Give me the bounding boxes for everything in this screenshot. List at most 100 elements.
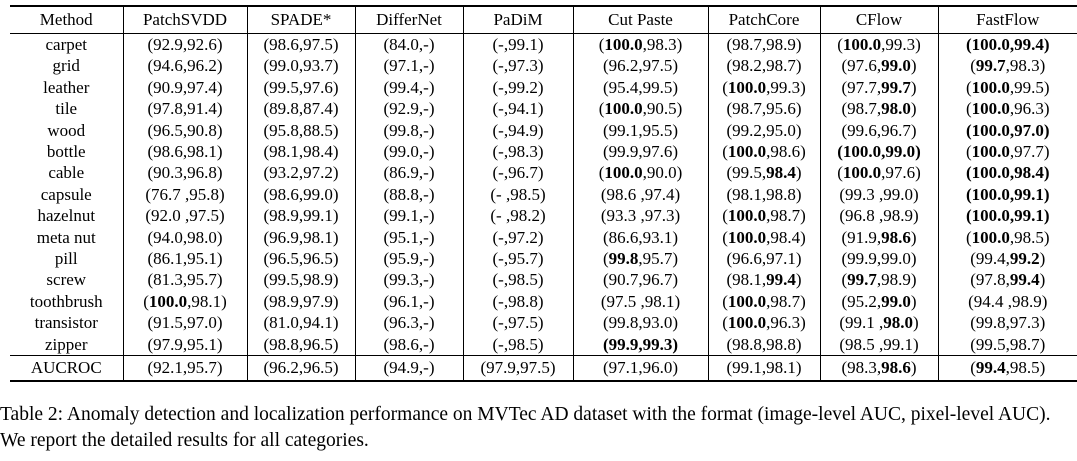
table-cell: (96.2,97.5) (572, 55, 708, 77)
row-label: pill (54, 249, 78, 269)
table-cell: (98.5 ,99.1) (819, 333, 938, 356)
table-caption: Table 2: Anomaly detection and localizat… (0, 404, 1051, 451)
table-cell: (99.8,-) (354, 119, 463, 142)
table-cell: (76.7 ,95.8) (122, 183, 247, 206)
row-label: AUCROC (10, 355, 123, 383)
table-cell: (-,97.5) (462, 312, 573, 334)
table-cell: (96.1,-) (354, 290, 463, 313)
table-cell: (93.3 ,97.3) (572, 205, 708, 227)
table-cell: (90.9,97.4) (122, 76, 247, 99)
table-cell: (100.0,98.7) (707, 205, 820, 227)
table-row: carpet (92.9,92.6) (98.6,97.5) (84.0,-) (-,9… (10, 33, 1077, 56)
table-cell: (93.2,97.2) (246, 162, 355, 184)
table-cell: (96.3,-) (354, 312, 463, 334)
table-cell: (99.1 ,98.0) (819, 312, 938, 334)
table-cell: (100.0,98.1) (122, 290, 247, 313)
table-cell: (99.3,-) (354, 269, 463, 291)
table-cell: (99.4,-) (354, 76, 463, 99)
table-cell: (-,94.9) (462, 119, 573, 142)
table-cell: (95.1,-) (354, 226, 463, 249)
table-cell: (98.8,98.8) (707, 333, 820, 356)
table-cell: (88.8,-) (354, 183, 463, 206)
table-row: hazelnut (92.0 ,97.5) (98.9,99.1) (99.1,-)(… (10, 205, 1077, 227)
table-cell: (96.2,96.5) (246, 355, 355, 383)
table-row: leather (90.9,97.4) (99.5,97.6) (99.4,-) (-,… (10, 76, 1077, 99)
table-cell: (98.7,98.9) (707, 33, 820, 56)
table-body: carpet (92.9,92.6) (98.6,97.5) (84.0,-) (-,9… (10, 33, 1077, 383)
table-cell: (97.9,95.1) (122, 333, 247, 356)
table-cell: (86.1,95.1) (122, 248, 247, 270)
table-cell: (100.0,99.1) (937, 205, 1077, 227)
table-cell: (99.1,-) (354, 205, 463, 227)
table-row: pill (86.1,95.1) (96.5,96.5) (95.9,-) (-,95.… (10, 248, 1077, 270)
table-cell: (91.9,98.6) (819, 226, 938, 249)
column-header: CFlow (819, 5, 938, 34)
table-cell: (94.9,-) (354, 355, 463, 383)
table-cell: (-,99.1) (462, 33, 573, 56)
table-cell: (100.0,96.3) (937, 98, 1077, 120)
row-label: hazelnut (37, 206, 96, 226)
table-cell: (-,97.2) (462, 226, 573, 249)
table-row: meta nut (94.0,98.0) (96.9,98.1) (95.1,-) (-… (10, 226, 1077, 249)
table-cell: (95.9,-) (354, 248, 463, 270)
table-cell: (95.8,88.5) (246, 119, 355, 142)
table-cell: (98.3,98.6) (819, 355, 938, 383)
table-cell: (100.0,99.5) (937, 76, 1077, 99)
table-cell: (100.0,97.7) (937, 141, 1077, 163)
row-label: zipper (45, 334, 88, 354)
table-cell: (92.9,-) (354, 98, 463, 120)
row-label: screw (46, 270, 87, 290)
table-cell: (95.4,99.5) (572, 76, 708, 99)
table-cell: (98.6,-) (354, 333, 463, 356)
table-row: bottle (98.6,98.1) (98.1,98.4) (99.0,-) (-,9… (10, 141, 1077, 163)
column-header: PaDiM (462, 5, 573, 34)
row-label: wood (47, 120, 86, 140)
table-cell: (96.5,96.5) (246, 248, 355, 270)
table-cell: (98.1,98.4) (246, 141, 355, 163)
column-header: SPADE* (246, 5, 355, 34)
table-cell: (99.5,98.7) (937, 333, 1077, 356)
table-cell: (99.5,97.6) (246, 76, 355, 99)
table-cell: (-,95.7) (462, 248, 573, 270)
row-label: bottle (46, 142, 86, 162)
table-cell: (100.0,98.4) (707, 226, 820, 249)
table-cell: (100.0,98.5) (937, 226, 1077, 249)
table-cell: (100.0,98.4) (937, 162, 1077, 184)
row-label: transistor (34, 313, 98, 333)
table-cell: (94.6,96.2) (122, 55, 247, 77)
table-cell: (96.5,90.8) (122, 119, 247, 142)
table-header-row: Method PatchSVDD SPADE* DifferNet PaDiM Cut P… (10, 5, 1077, 34)
table-cell: (97.1,96.0) (572, 355, 708, 383)
table-cell: (96.6,97.1) (707, 248, 820, 270)
row-label: cable (48, 163, 85, 183)
table-row: tile (97.8,91.4) (89.8,87.4) (92.9,-) (-,94.… (10, 98, 1077, 120)
row-label: toothbrush (29, 291, 103, 311)
table-cell: (98.6,97.5) (246, 33, 355, 56)
table-cell: (99.8,93.0) (572, 312, 708, 334)
table-cell: (98.1,99.4) (707, 269, 820, 291)
table-cell: (100.0,98.6) (707, 141, 820, 163)
table-cell: (99.0,-) (354, 141, 463, 163)
row-label: carpet (45, 35, 88, 54)
table-cell: (95.2,99.0) (819, 290, 938, 313)
table-cell: (97.5 ,98.1) (572, 290, 708, 313)
table-row: cable (90.3,96.8) (93.2,97.2) (86.9,-) (-,96… (10, 162, 1077, 184)
row-label: meta nut (36, 227, 96, 247)
table-cell: (100.0,99.4) (937, 33, 1077, 56)
table-cell: (99.1,95.5) (572, 119, 708, 142)
table-cell: (100.0,90.0) (572, 162, 708, 184)
row-label: leather (43, 77, 90, 97)
table-cell: (97.7,99.7) (819, 76, 938, 99)
table-cell: (99.5,98.9) (246, 269, 355, 291)
table-cell: (100.0,96.3) (707, 312, 820, 334)
method-column-header: Method (10, 5, 123, 34)
table-cell: (-,97.3) (462, 55, 573, 77)
table-row: capsule (76.7 ,95.8) (98.6,99.0) (88.8,-) (-… (10, 183, 1077, 206)
table-cell: (98.6 ,97.4) (572, 183, 708, 206)
table-cell: (99.7,98.3) (937, 55, 1077, 77)
table-cell: (100.0,98.3) (572, 33, 708, 56)
table-cell: (84.0,-) (354, 33, 463, 56)
table-cell: (98.8,96.5) (246, 333, 355, 356)
table-cell: (100.0,99.0) (819, 141, 938, 163)
table-row: zipper (97.9,95.1) (98.8,96.5) (98.6,-) (-,9… (10, 333, 1077, 356)
